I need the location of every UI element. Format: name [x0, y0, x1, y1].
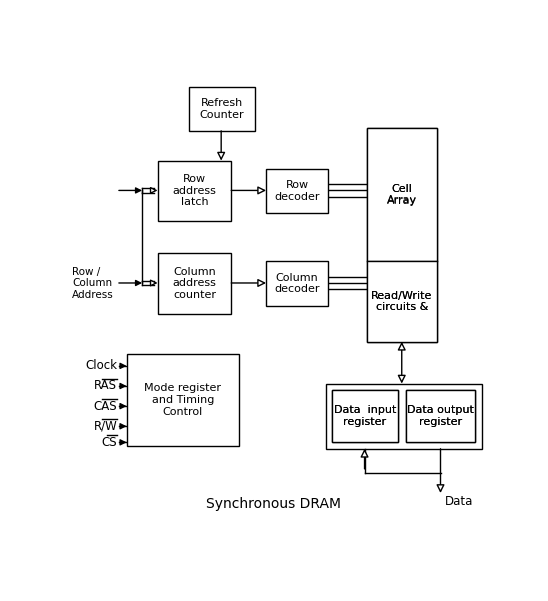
Text: Column
address
counter: Column address counter	[173, 267, 216, 300]
Bar	[367, 261, 437, 342]
Bar	[127, 354, 239, 447]
Bar	[332, 390, 398, 442]
Text: CS: CS	[102, 436, 117, 449]
Text: Cell
Array: Cell Array	[387, 184, 417, 206]
Bar	[158, 160, 231, 221]
Text: Data output
register: Data output register	[407, 406, 474, 427]
Text: Cell
Array: Cell Array	[387, 184, 417, 206]
Text: Data output
register: Data output register	[407, 406, 474, 427]
Bar	[158, 253, 231, 314]
Text: Read/Write
circuits &: Read/Write circuits &	[371, 291, 432, 313]
Text: Data  input
register: Data input register	[334, 406, 396, 427]
Bar	[367, 129, 437, 261]
Bar	[406, 390, 475, 442]
Bar	[189, 87, 254, 131]
Text: Data  input
register: Data input register	[334, 406, 396, 427]
Bar	[266, 261, 328, 305]
Bar	[326, 383, 482, 449]
Text: Read/Write
circuits &: Read/Write circuits &	[371, 291, 432, 313]
Text: Synchronous DRAM: Synchronous DRAM	[207, 497, 341, 511]
Bar	[266, 169, 328, 213]
Text: CAS: CAS	[94, 400, 117, 413]
Text: R/W: R/W	[94, 419, 117, 433]
Text: Data: Data	[444, 495, 473, 508]
Text: Refresh
Counter: Refresh Counter	[199, 98, 244, 120]
Text: Row
address
latch: Row address latch	[173, 174, 216, 207]
Text: Column
decoder: Column decoder	[275, 273, 320, 294]
Text: Row
decoder: Row decoder	[275, 180, 320, 201]
Text: Mode register
and Timing
Control: Mode register and Timing Control	[144, 383, 221, 416]
Bar	[406, 390, 475, 442]
Bar	[332, 390, 398, 442]
Text: RAS: RAS	[94, 379, 117, 392]
Bar	[367, 129, 437, 342]
Text: Row /
Column
Address: Row / Column Address	[72, 267, 114, 300]
Text: Clock: Clock	[85, 359, 117, 373]
